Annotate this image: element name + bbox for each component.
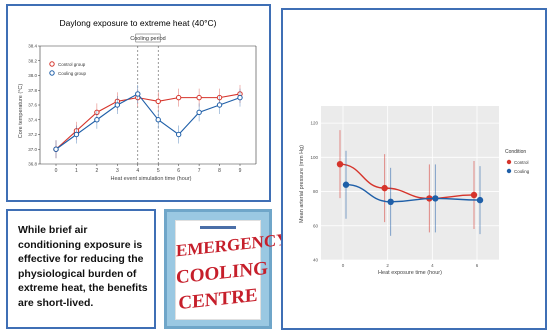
x-tick-label: 0 <box>342 263 345 268</box>
sign-line: EMERGENCY <box>176 229 289 261</box>
x-tick-label: 5 <box>157 168 160 174</box>
x-tick-label: 0 <box>55 168 58 174</box>
x-axis-label: Heat exposure time (hour) <box>378 270 442 276</box>
legend-label: Control group <box>58 62 86 67</box>
chart-marks: 36.8 37.0 37.2 37.4 37.6 37.8 38.0 38.2 38.4 0 1 2 3… <box>28 44 257 174</box>
emergency-cooling-centre-photo: EMERGENCY COOLING CENTRE <box>164 209 289 329</box>
data-point <box>476 196 484 204</box>
x-tick-label: 6 <box>177 168 180 174</box>
data-point <box>216 102 223 108</box>
x-tick-label: 2 <box>386 263 389 268</box>
data-point <box>342 181 350 188</box>
data-point <box>432 195 439 202</box>
y-axis-label: Mean arterial pressure (mm Hg) <box>299 145 305 223</box>
data-point <box>175 131 182 138</box>
data-point <box>237 94 243 101</box>
y-axis-label: Core temperature (°C) <box>18 84 24 139</box>
y-tick-label: 36.8 <box>28 162 37 167</box>
legend-label: Control <box>514 160 529 165</box>
chart-title: Daylong exposure to extreme heat (40°C) <box>60 18 217 28</box>
sign-line: CENTRE <box>178 284 258 315</box>
series-line-cooling <box>345 184 481 203</box>
conclusion-line: extreme heat, the benefits <box>18 282 148 294</box>
y-tick-label: 37.8 <box>28 88 37 93</box>
legend-marker <box>506 168 512 174</box>
conclusion-text-panel: While brief air conditioning exposure is… <box>6 209 156 329</box>
data-point <box>175 94 182 101</box>
cooling-period-label: Cooling period <box>130 36 165 42</box>
x-tick-label: 7 <box>198 168 201 174</box>
cooling-period-label-box <box>135 33 161 43</box>
series-line-control <box>339 163 475 200</box>
cooling-centre-sign: EMERGENCY COOLING CENTRE <box>175 220 289 320</box>
sign-line: COOLING <box>176 257 268 289</box>
y-tick-label: 37.2 <box>28 132 37 137</box>
x-axis-label: Heat event simulation time (hour) <box>110 176 191 182</box>
series-line-control <box>55 93 241 150</box>
y-tick-label: 60 <box>313 223 319 228</box>
data-point <box>336 160 344 168</box>
conclusion-text: While brief air conditioning exposure is… <box>18 223 148 310</box>
y-tick-label: 38.0 <box>28 73 37 78</box>
y-tick-label: 37.6 <box>28 103 37 108</box>
data-point <box>53 146 59 152</box>
y-tick-label: 40 <box>313 258 319 263</box>
data-point <box>387 198 394 206</box>
data-point <box>114 102 121 108</box>
conclusion-line: conditioning exposure is <box>18 238 143 251</box>
y-tick-label: 38.4 <box>28 44 37 49</box>
legend-marker <box>49 70 55 76</box>
conclusion-line: While brief air <box>18 224 88 236</box>
arterial-pressure-chart: Mean arterial pressure (mm Hg) Heat expo… <box>299 106 530 276</box>
core-temperature-chart: Daylong exposure to extreme heat (40°C) … <box>18 18 257 182</box>
data-point <box>94 117 100 123</box>
cooling-period-annotation: Cooling period <box>130 33 166 43</box>
y-tick-label: 37.0 <box>28 147 37 152</box>
x-tick-label: 1 <box>75 168 78 174</box>
x-tick-label: 8 <box>218 168 221 174</box>
legend: Condition Control Cooling <box>505 149 530 174</box>
series-line-cooling <box>55 93 241 150</box>
x-tick-label: 9 <box>239 168 242 174</box>
sign-header-strip <box>200 226 236 229</box>
x-tick-label: 2 <box>95 168 98 174</box>
data-point <box>470 191 478 199</box>
y-tick-label: 37.4 <box>28 117 37 122</box>
conclusion-line: physiological burden of <box>18 267 137 280</box>
core-temperature-chart-panel: Daylong exposure to extreme heat (40°C) … <box>6 4 271 202</box>
data-point <box>155 117 161 123</box>
data-point <box>196 109 202 116</box>
data-point <box>73 131 80 138</box>
legend-label: Cooling group <box>58 71 87 76</box>
conclusion-line: are short-lived. <box>18 296 94 309</box>
y-tick-label: 100 <box>310 155 318 160</box>
x-tick-label: 4 <box>136 168 139 174</box>
y-tick-label: 80 <box>313 189 319 194</box>
plot-background <box>321 106 499 260</box>
x-tick-label: 6 <box>476 263 479 268</box>
chart-marks: 40 60 80 100 120 0 2 4 6 <box>310 106 499 268</box>
legend-label: Cooling <box>514 169 530 174</box>
legend: Control group Cooling group <box>49 61 87 76</box>
x-tick-label: 4 <box>431 263 434 268</box>
conclusion-line: effective for reducing the <box>18 253 144 265</box>
data-point <box>135 91 141 97</box>
y-tick-label: 38.2 <box>28 58 37 63</box>
data-point <box>381 184 388 192</box>
legend-marker <box>506 159 512 165</box>
data-point <box>196 94 202 101</box>
arterial-pressure-chart-panel: Mean arterial pressure (mm Hg) Heat expo… <box>281 8 547 330</box>
y-tick-label: 120 <box>310 121 318 126</box>
legend-title: Condition <box>505 149 526 155</box>
legend-marker <box>49 61 55 67</box>
x-tick-label: 3 <box>116 168 119 174</box>
data-point <box>155 98 161 105</box>
